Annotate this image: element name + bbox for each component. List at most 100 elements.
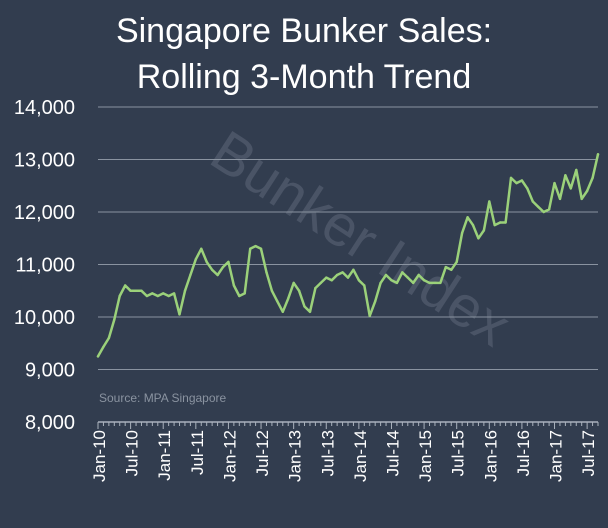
x-tick-label: Jul-16	[514, 430, 533, 476]
data-point	[243, 292, 246, 295]
data-point	[297, 289, 301, 292]
data-point	[156, 294, 159, 298]
data-point	[384, 273, 388, 277]
data-point	[390, 279, 393, 282]
data-point	[575, 168, 578, 172]
data-point	[460, 231, 464, 235]
data-point	[249, 247, 252, 250]
y-axis: 8,000 9,000 10,000 11,000 12,000 13,000 14,000	[14, 97, 75, 434]
data-point	[200, 247, 203, 250]
data-point	[444, 265, 447, 269]
data-point	[515, 181, 518, 185]
data-point	[162, 292, 165, 295]
data-point	[433, 281, 437, 285]
data-point	[531, 200, 534, 203]
data-point	[96, 355, 100, 358]
data-point	[542, 210, 545, 214]
data-point	[569, 187, 572, 190]
data-point	[319, 281, 322, 285]
data-point	[335, 273, 339, 277]
data-point	[477, 237, 480, 240]
data-point	[330, 279, 333, 282]
data-point	[183, 289, 187, 292]
y-tick-label: 14,000	[14, 97, 75, 119]
data-point	[357, 279, 361, 282]
data-point	[276, 300, 279, 303]
gridlines	[98, 106, 598, 370]
y-tick-label: 8,000	[25, 412, 75, 434]
data-point	[368, 314, 371, 318]
y-tick-label: 12,000	[14, 202, 75, 224]
data-point	[520, 179, 524, 182]
x-tick-label: Jan-13	[286, 430, 305, 482]
x-tick-label: Jan-12	[220, 430, 239, 482]
data-point	[227, 260, 230, 264]
data-point	[537, 205, 540, 208]
x-tick-label: Jul-12	[253, 430, 272, 476]
data-point	[439, 281, 442, 285]
data-point	[466, 216, 469, 219]
data-point	[129, 289, 132, 292]
data-point	[308, 310, 312, 313]
x-tick-label: Jan-14	[351, 430, 370, 482]
data-point	[189, 273, 192, 277]
x-tick-label: Jan-11	[155, 430, 174, 481]
data-point	[352, 268, 355, 271]
x-tick-label: Jul-11	[188, 430, 207, 475]
data-point	[292, 281, 295, 285]
data-point	[406, 276, 409, 279]
data-point	[363, 284, 366, 287]
data-point	[254, 244, 257, 248]
data-point	[325, 276, 328, 279]
data-point	[194, 258, 197, 261]
data-point	[493, 223, 496, 227]
data-point	[178, 313, 181, 316]
data-point	[140, 289, 143, 292]
x-tick-label: Jul-13	[318, 430, 337, 476]
data-point	[259, 247, 263, 250]
data-point	[401, 271, 404, 274]
data-point	[455, 260, 458, 264]
watermark: Bunker Index	[200, 118, 522, 359]
data-point	[341, 271, 344, 274]
y-tick-label: 9,000	[25, 360, 75, 382]
data-point	[379, 281, 382, 285]
data-point	[134, 289, 138, 292]
y-tick-label: 13,000	[14, 150, 75, 172]
data-point	[216, 273, 219, 277]
data-point	[346, 276, 350, 279]
x-tick-label: Jan-10	[90, 430, 109, 482]
data-point	[281, 310, 284, 313]
data-point	[107, 336, 111, 340]
data-point	[422, 279, 426, 282]
data-point	[558, 197, 562, 201]
data-point	[509, 176, 513, 180]
data-point	[102, 345, 105, 349]
chart-title-line-1: Singapore Bunker Sales:	[115, 12, 493, 50]
data-point	[314, 286, 317, 290]
plot-area	[96, 153, 600, 358]
data-point	[482, 229, 486, 232]
x-tick-label: Jul-14	[383, 430, 402, 476]
data-point	[124, 284, 127, 287]
data-point	[287, 297, 290, 300]
x-tick-label: Jul-10	[123, 430, 142, 476]
data-point	[450, 268, 453, 271]
data-point	[113, 318, 116, 321]
data-point	[303, 305, 306, 308]
data-point	[221, 265, 225, 269]
data-point	[145, 294, 149, 298]
data-point	[118, 294, 121, 298]
x-tick-label: Jan-16	[481, 430, 500, 482]
data-point	[374, 300, 377, 303]
data-point	[428, 281, 431, 285]
data-point	[270, 289, 274, 292]
x-tick-label: Jan-15	[416, 430, 435, 482]
data-point	[238, 294, 241, 298]
data-point	[417, 273, 420, 277]
data-point	[547, 208, 551, 211]
data-point	[526, 187, 529, 190]
data-point	[564, 174, 567, 177]
y-tick-label: 10,000	[14, 307, 75, 329]
